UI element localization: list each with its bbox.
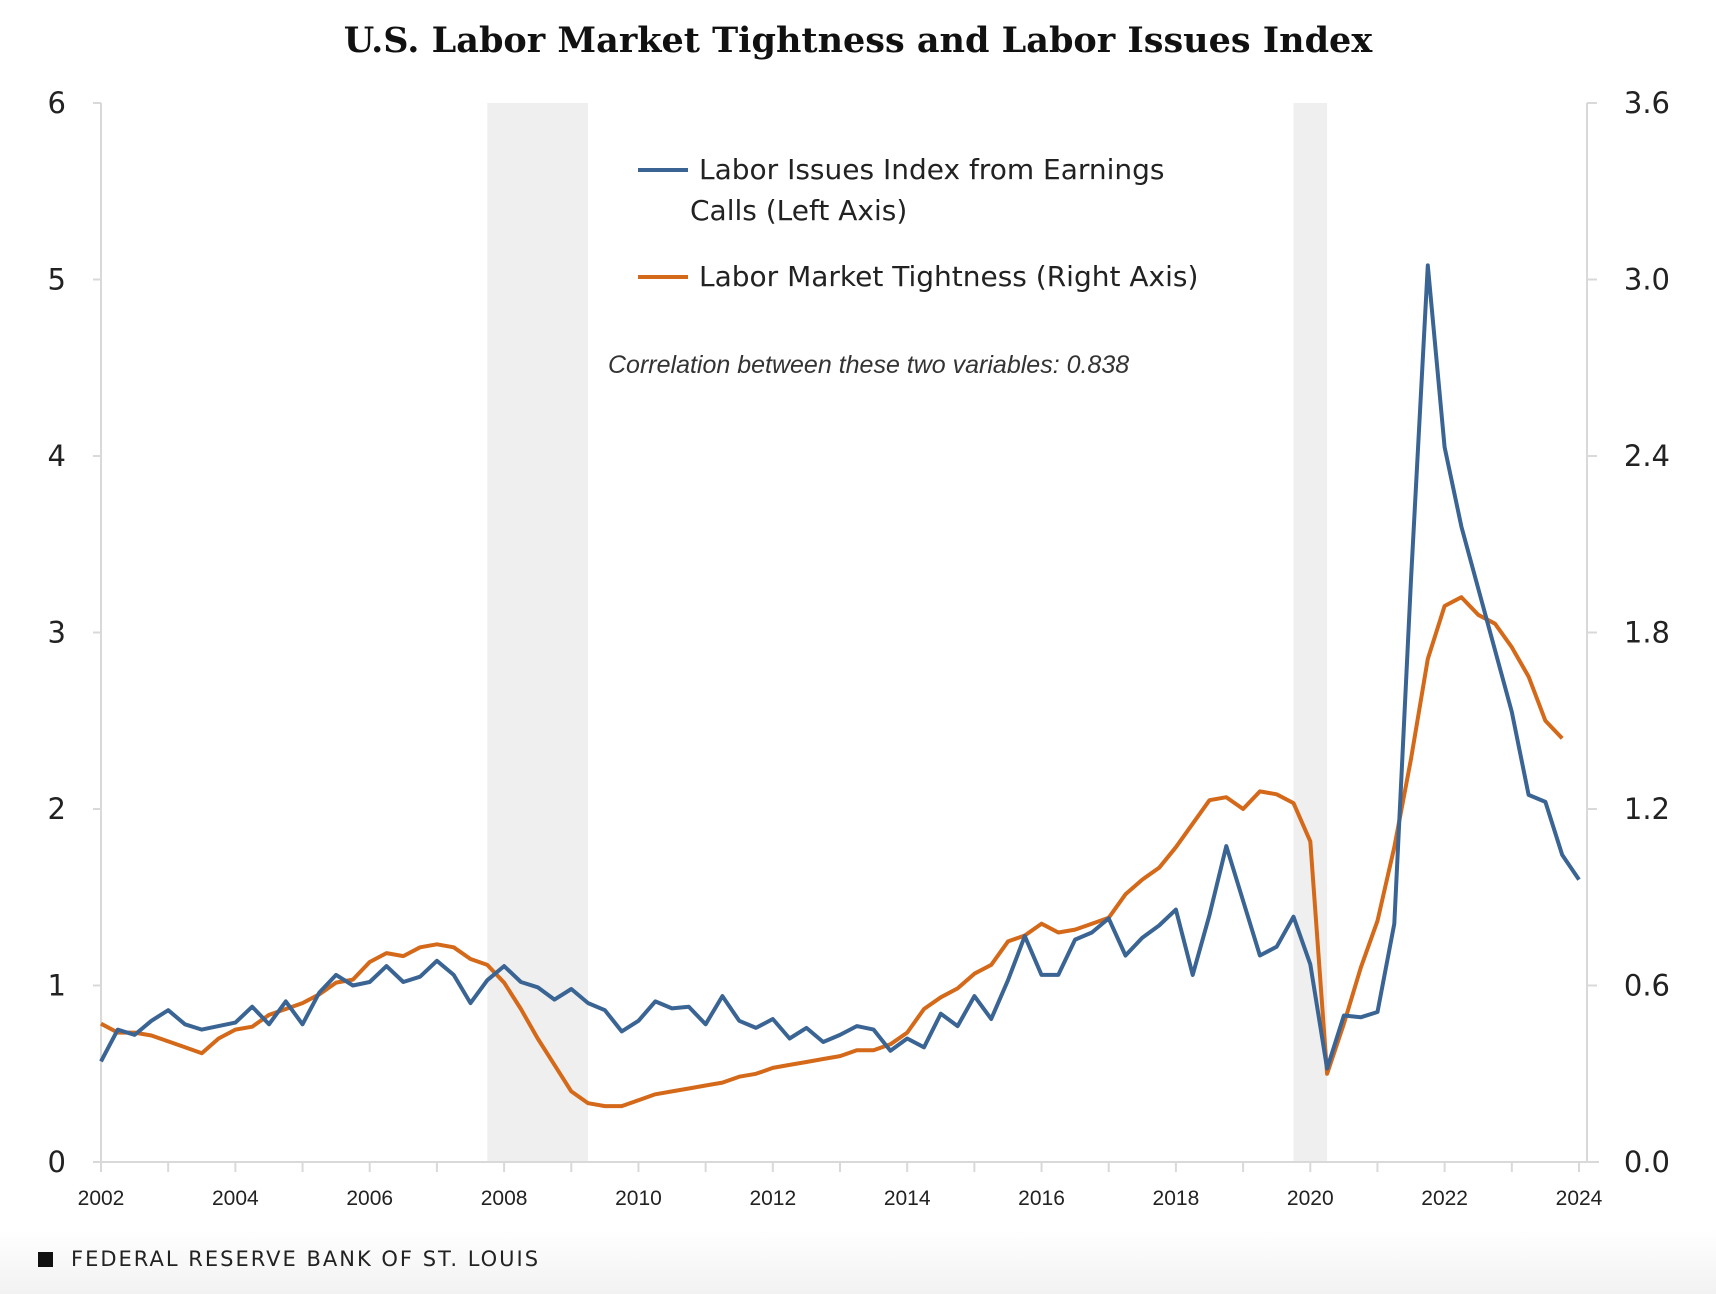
correlation-annotation: Correlation between these two variables:… [608, 351, 1129, 379]
right-tick-label: 2.4 [1624, 439, 1670, 473]
right-tick-label: 0.0 [1624, 1145, 1670, 1179]
square-icon [38, 1251, 53, 1267]
right-tick-label: 1.2 [1624, 792, 1670, 826]
legend-label-labor-issues-1: Labor Issues Index from Earnings [699, 153, 1165, 186]
left-tick-label: 3 [48, 616, 66, 650]
axes: 2002 2004 2006 2008 2010 2012 2014 2016 2018 2020… [48, 86, 1670, 1210]
right-tick-label: 1.8 [1624, 616, 1670, 650]
x-tick-label: 2020 [1287, 1187, 1334, 1210]
x-tick-label: 2016 [1018, 1187, 1065, 1210]
x-tick-label: 2018 [1153, 1187, 1200, 1210]
series-lines [99, 263, 1581, 1109]
labor-tightness-line [100, 595, 1564, 1109]
x-tick-label: 2006 [346, 1187, 393, 1210]
x-tick-label: 2012 [749, 1187, 796, 1210]
source-label: FEDERAL RESERVE BANK OF ST. LOUIS [71, 1247, 541, 1271]
right-tick-label: 0.6 [1624, 969, 1670, 1003]
right-tick-label: 3.6 [1624, 86, 1670, 120]
left-tick-label: 4 [48, 439, 66, 473]
footer: FEDERAL RESERVE BANK OF ST. LOUIS [38, 1247, 540, 1271]
recession-band [487, 103, 589, 1162]
legend-label-labor-issues-2: Calls (Left Axis) [690, 194, 907, 227]
left-tick-label: 6 [48, 86, 66, 120]
x-tick-label: 2022 [1421, 1187, 1468, 1210]
chart-title: U.S. Labor Market Tightness and Labor Is… [344, 20, 1374, 61]
x-tick-label: 2008 [481, 1187, 528, 1210]
left-tick-label: 1 [48, 969, 66, 1003]
left-tick-label: 5 [48, 263, 66, 297]
legend: Labor Issues Index from Earnings Calls (… [638, 153, 1198, 293]
labor-issues-line [99, 263, 1581, 1071]
x-tick-label: 2014 [884, 1187, 931, 1210]
x-tick-label: 2004 [212, 1187, 259, 1210]
legend-label-tightness: Labor Market Tightness (Right Axis) [699, 260, 1198, 293]
right-tick-label: 3.0 [1624, 263, 1670, 297]
x-tick-label: 2024 [1556, 1187, 1603, 1210]
x-tick-label: 2002 [78, 1187, 125, 1210]
left-tick-label: 0 [48, 1145, 66, 1179]
x-tick-label: 2010 [615, 1187, 662, 1210]
left-tick-label: 2 [48, 792, 66, 826]
footer-band [0, 1230, 1716, 1294]
